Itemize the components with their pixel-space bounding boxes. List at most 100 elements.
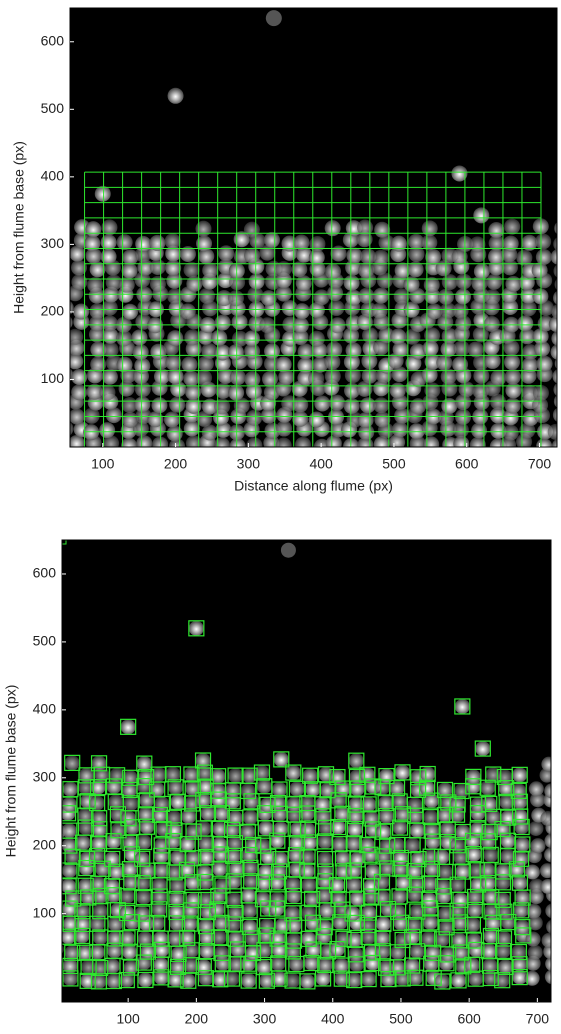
particle [163, 411, 180, 428]
detection-box [62, 970, 79, 987]
particle [405, 837, 421, 853]
particle [136, 889, 152, 905]
particle [500, 848, 516, 864]
detection-box [134, 874, 151, 892]
detection-box [468, 862, 485, 879]
particle [296, 246, 313, 263]
particle [122, 303, 139, 320]
particle [496, 931, 512, 947]
detection-box [139, 943, 156, 960]
detection-box [91, 821, 108, 838]
particle [213, 437, 230, 447]
particle [263, 231, 280, 248]
particle [305, 781, 321, 797]
particle [134, 271, 151, 288]
particle [374, 411, 391, 428]
particle [272, 782, 288, 798]
detection-box [435, 887, 452, 905]
detection-box [388, 779, 406, 797]
particle [147, 411, 164, 428]
detection-box [394, 806, 411, 823]
particle [318, 864, 334, 880]
particle [440, 302, 457, 319]
particle [361, 905, 377, 921]
detection-box [285, 764, 302, 781]
detection-box [194, 752, 212, 769]
particle [149, 915, 165, 931]
particle [198, 779, 214, 795]
detection-box [380, 971, 397, 988]
particle [116, 234, 133, 251]
particle [404, 929, 420, 945]
detection-box [392, 914, 410, 931]
particle [199, 287, 216, 304]
particle [308, 330, 325, 347]
particle [181, 808, 197, 824]
detection-box [405, 916, 422, 934]
particle [149, 234, 166, 251]
particle [301, 905, 317, 921]
particle [390, 959, 406, 975]
particle [62, 936, 63, 943]
particle [404, 958, 420, 974]
detection-box [335, 930, 352, 947]
y-tick-label: 100 [41, 370, 65, 386]
detection-box [511, 793, 528, 810]
x-tick-label: 500 [382, 456, 406, 472]
particle [134, 906, 150, 922]
detection-box [332, 914, 349, 931]
particle [473, 263, 490, 280]
particle [421, 366, 438, 383]
particle [328, 394, 346, 411]
particle [407, 797, 423, 813]
particle [122, 411, 139, 428]
detection-box [466, 888, 484, 906]
particle [527, 944, 543, 960]
particle [304, 891, 320, 907]
detection-box [122, 795, 139, 812]
detection-box [62, 878, 77, 895]
particle [356, 313, 373, 330]
detection-box [497, 958, 514, 976]
particle [167, 87, 184, 104]
particle [153, 368, 171, 385]
particle [373, 287, 390, 304]
particle [70, 346, 72, 358]
detection-box [470, 876, 487, 893]
detection-box [437, 806, 454, 824]
particle [90, 341, 107, 358]
particle [168, 971, 184, 987]
detection-box [406, 886, 424, 903]
particle [484, 352, 501, 369]
detection-box [483, 888, 500, 906]
particle [292, 410, 309, 427]
particle [227, 290, 244, 307]
detection-box [240, 955, 257, 972]
detection-box [135, 954, 152, 971]
detection-box [253, 764, 271, 781]
particle [482, 824, 498, 840]
particle [103, 435, 120, 447]
detection-box [77, 819, 95, 836]
particle [422, 875, 438, 891]
particle [327, 285, 344, 302]
particle [273, 751, 289, 767]
particle [374, 930, 390, 946]
particle [495, 892, 511, 908]
detection-box [153, 969, 170, 986]
particle [325, 263, 342, 280]
particle [330, 245, 347, 262]
particle [480, 875, 496, 891]
particle [77, 808, 93, 824]
detection-box [363, 888, 380, 905]
particle [409, 822, 425, 838]
detection-box [136, 778, 153, 795]
particle [334, 806, 350, 822]
detection-box [288, 780, 306, 797]
plot-frame [69, 7, 558, 448]
particle [183, 957, 199, 973]
detection-box [270, 955, 287, 972]
detection-box [409, 943, 426, 960]
detection-box [479, 779, 496, 796]
detection-box [407, 969, 424, 986]
